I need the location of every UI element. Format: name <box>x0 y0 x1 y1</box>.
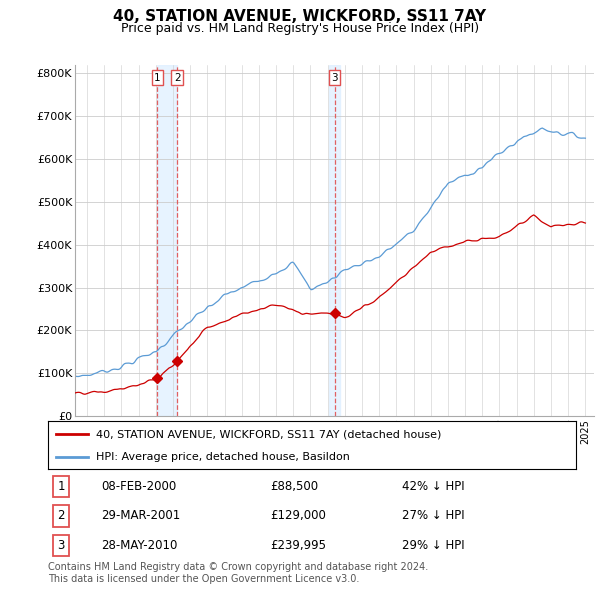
Text: 2: 2 <box>174 73 181 83</box>
Text: 28-MAY-2010: 28-MAY-2010 <box>101 539 177 552</box>
Text: £239,995: £239,995 <box>270 539 326 552</box>
Text: £88,500: £88,500 <box>270 480 318 493</box>
Text: 27% ↓ HPI: 27% ↓ HPI <box>402 509 464 523</box>
Text: £129,000: £129,000 <box>270 509 326 523</box>
Text: This data is licensed under the Open Government Licence v3.0.: This data is licensed under the Open Gov… <box>48 574 359 584</box>
Text: Price paid vs. HM Land Registry's House Price Index (HPI): Price paid vs. HM Land Registry's House … <box>121 22 479 35</box>
Text: 1: 1 <box>58 480 65 493</box>
Text: 3: 3 <box>58 539 65 552</box>
Text: 42% ↓ HPI: 42% ↓ HPI <box>402 480 464 493</box>
Text: HPI: Average price, detached house, Basildon: HPI: Average price, detached house, Basi… <box>95 452 349 462</box>
Bar <box>157 65 177 416</box>
Text: 40, STATION AVENUE, WICKFORD, SS11 7AY: 40, STATION AVENUE, WICKFORD, SS11 7AY <box>113 9 487 24</box>
Text: 1: 1 <box>154 73 161 83</box>
Text: 29% ↓ HPI: 29% ↓ HPI <box>402 539 464 552</box>
Bar <box>329 65 340 416</box>
Text: 2: 2 <box>58 509 65 523</box>
Text: 08-FEB-2000: 08-FEB-2000 <box>101 480 176 493</box>
Text: 40, STATION AVENUE, WICKFORD, SS11 7AY (detached house): 40, STATION AVENUE, WICKFORD, SS11 7AY (… <box>95 429 441 439</box>
Text: 29-MAR-2001: 29-MAR-2001 <box>101 509 180 523</box>
Text: Contains HM Land Registry data © Crown copyright and database right 2024.: Contains HM Land Registry data © Crown c… <box>48 562 428 572</box>
Text: 3: 3 <box>331 73 338 83</box>
